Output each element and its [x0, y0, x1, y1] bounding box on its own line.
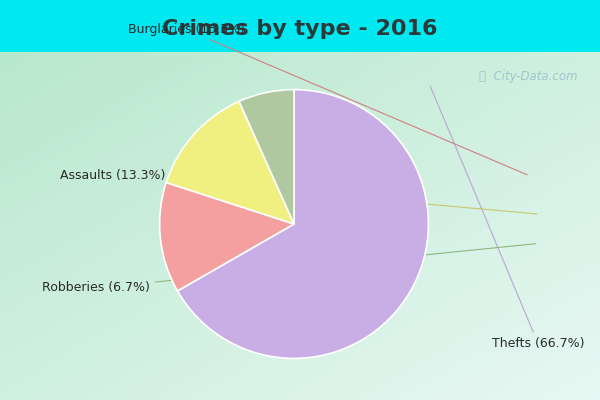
Text: Robberies (6.7%): Robberies (6.7%): [42, 244, 536, 294]
Text: Crimes by type - 2016: Crimes by type - 2016: [162, 18, 438, 39]
Wedge shape: [239, 90, 294, 224]
Text: Burglaries (13.3%): Burglaries (13.3%): [128, 23, 527, 175]
Wedge shape: [166, 101, 294, 224]
Text: Thefts (66.7%): Thefts (66.7%): [430, 86, 584, 350]
Text: ⓘ  City-Data.com: ⓘ City-Data.com: [479, 70, 577, 83]
Wedge shape: [178, 90, 428, 358]
Wedge shape: [160, 182, 294, 291]
Text: Assaults (13.3%): Assaults (13.3%): [60, 170, 537, 214]
